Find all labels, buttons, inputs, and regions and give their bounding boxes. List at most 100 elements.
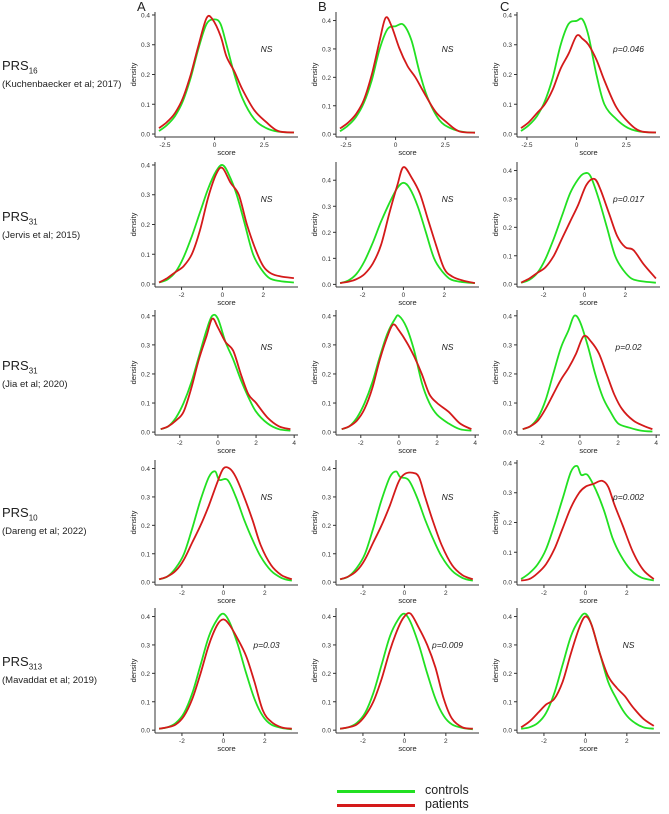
y-axis-label: density — [310, 658, 319, 682]
y-axis-label: density — [310, 62, 319, 86]
y-tick-label: 0.0 — [503, 728, 512, 735]
prs-subscript: 31 — [28, 366, 38, 376]
series-line-controls — [160, 313, 291, 432]
y-tick-label: 0.4 — [322, 313, 331, 320]
y-tick-label: 0.2 — [322, 371, 331, 378]
row-label-1: PRS16 (Kuchenbaecker et al; 2017) — [2, 58, 142, 91]
x-axis-label: score — [217, 148, 235, 157]
panel-3-a: 0.0 0.1 0.2 0.3 0.4 -2 0 2 4 score density NS — [129, 310, 298, 455]
x-tick-label: 4 — [292, 440, 296, 447]
y-tick-label: 0.1 — [503, 253, 512, 260]
y-tick-label: 0.1 — [141, 699, 150, 706]
y-tick-label: 0.3 — [322, 642, 331, 649]
x-axis-label: score — [579, 298, 597, 307]
x-tick-label: 0 — [216, 440, 220, 447]
series-line-patients — [520, 34, 657, 134]
significance-annotation: NS — [442, 44, 454, 54]
y-tick-label: 0.0 — [503, 132, 512, 139]
y-axis-label: density — [491, 510, 500, 534]
prs-subscript: 313 — [28, 662, 43, 672]
x-tick-label: 0 — [583, 292, 587, 299]
y-tick-label: 0.4 — [503, 460, 512, 467]
x-tick-label: 2 — [435, 440, 439, 447]
series-line-controls — [522, 314, 653, 433]
y-tick-label: 0.2 — [322, 671, 331, 678]
panel-1-c: 0.0 0.1 0.2 0.3 0.4 -2.5 0 2.5 score density p=0.0… — [491, 12, 660, 157]
x-tick-label: -2 — [360, 738, 366, 745]
significance-annotation: NS — [261, 194, 273, 204]
series-line-controls — [339, 23, 476, 134]
x-tick-label: 2 — [263, 738, 267, 745]
y-tick-label: 0.1 — [322, 103, 331, 110]
y-tick-label: 0.4 — [503, 12, 512, 19]
x-tick-label: -2 — [179, 292, 185, 299]
x-tick-label: 0 — [403, 738, 407, 745]
y-axis-label: density — [491, 360, 500, 384]
y-tick-label: 0.3 — [141, 642, 150, 649]
significance-annotation: p=0.009 — [431, 640, 463, 650]
series-line-controls — [520, 612, 654, 730]
y-tick-label: 0.1 — [322, 551, 331, 558]
x-tick-label: -2 — [541, 738, 547, 745]
y-axis-label: density — [129, 658, 138, 682]
prs-subscript: 10 — [28, 513, 38, 523]
y-tick-label: 0.0 — [503, 282, 512, 289]
panel-5-a: 0.0 0.1 0.2 0.3 0.4 -2 0 2 score density p=0.03 — [129, 608, 298, 753]
y-axis-label: density — [491, 62, 500, 86]
y-tick-label: 0.2 — [503, 671, 512, 678]
y-tick-label: 0.1 — [322, 401, 331, 408]
y-axis-label: density — [310, 360, 319, 384]
series-line-patients — [160, 317, 291, 431]
significance-annotation: p=0.046 — [612, 44, 644, 54]
y-tick-label: 0.1 — [141, 551, 150, 558]
citation: (Dareng et al; 2022) — [2, 525, 87, 537]
panel-4-c: 0.0 0.1 0.2 0.3 0.4 -2 0 2 score density p=0.002 — [491, 460, 660, 605]
legend-label-patients: patients — [425, 797, 469, 811]
significance-annotation: p=0.002 — [612, 492, 644, 502]
x-tick-label: -2 — [179, 738, 185, 745]
x-tick-label: -2 — [358, 440, 364, 447]
citation: (Kuchenbaecker et al; 2017) — [2, 78, 122, 90]
x-tick-label: 0 — [575, 142, 579, 149]
series-line-controls — [158, 164, 294, 284]
y-tick-label: 0.2 — [322, 230, 331, 237]
y-tick-label: 0.0 — [322, 132, 331, 139]
y-tick-label: 0.2 — [141, 523, 150, 530]
y-tick-label: 0.2 — [141, 671, 150, 678]
series-line-controls — [158, 470, 293, 582]
x-tick-label: 0 — [221, 292, 225, 299]
prs-label: PRS — [2, 58, 29, 73]
series-line-controls — [158, 18, 295, 134]
significance-annotation: p=0.03 — [252, 640, 280, 650]
panel-1-a: 0.0 0.1 0.2 0.3 0.4 -2.5 0 2.5 score density NS — [129, 12, 298, 157]
y-tick-label: 0.3 — [141, 42, 150, 49]
series-line-controls — [339, 612, 473, 731]
x-axis-label: score — [398, 148, 416, 157]
legend-label-controls: controls — [425, 783, 469, 797]
x-tick-label: 2 — [444, 590, 448, 597]
y-tick-label: 0.4 — [322, 466, 331, 473]
y-tick-label: 0.2 — [141, 371, 150, 378]
y-tick-label: 0.3 — [141, 342, 150, 349]
y-tick-label: 0.4 — [141, 614, 150, 621]
y-tick-label: 0.1 — [141, 401, 150, 408]
prs-label: PRS — [2, 358, 29, 373]
y-tick-label: 0.4 — [322, 18, 331, 25]
x-tick-label: -2 — [177, 440, 183, 447]
row-label-4: PRS10 (Dareng et al; 2022) — [2, 505, 142, 538]
series-line-patients — [339, 612, 473, 730]
y-tick-label: 0.0 — [322, 430, 331, 437]
y-tick-label: 0.0 — [141, 132, 150, 139]
x-tick-label: 2 — [616, 440, 620, 447]
y-tick-label: 0.4 — [141, 12, 150, 19]
legend-item-controls: controls — [337, 783, 517, 798]
x-tick-label: 0 — [213, 142, 217, 149]
series-line-patients — [520, 479, 655, 582]
x-tick-label: -2 — [360, 590, 366, 597]
x-tick-label: 0 — [578, 440, 582, 447]
x-tick-label: -2.5 — [521, 142, 533, 149]
x-axis-label: score — [398, 744, 416, 753]
significance-annotation: NS — [261, 492, 273, 502]
significance-annotation: NS — [623, 640, 635, 650]
x-tick-label: -2 — [360, 292, 366, 299]
